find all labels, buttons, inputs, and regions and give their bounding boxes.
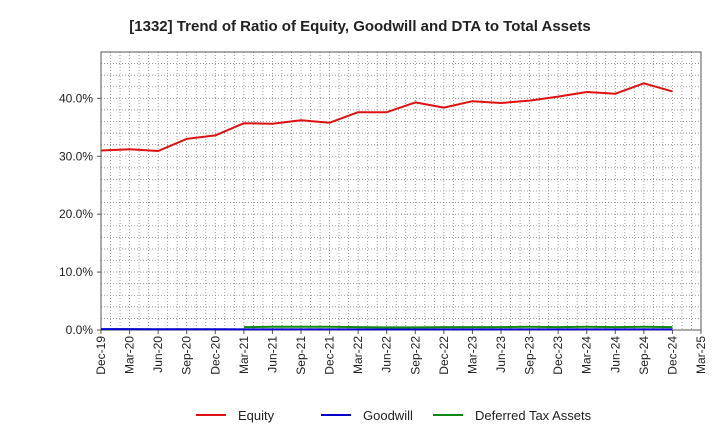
grid	[101, 52, 701, 330]
x-tick-label: Sep-22	[408, 336, 422, 375]
x-tick-label: Mar-22	[351, 336, 365, 374]
x-tick-label: Dec-23	[551, 336, 565, 375]
x-tick-label: Jun-24	[608, 336, 622, 373]
chart-title: [1332] Trend of Ratio of Equity, Goodwil…	[129, 18, 590, 35]
x-tick-label: Dec-19	[94, 336, 108, 375]
y-tick-label: 40.0%	[59, 91, 93, 105]
y-tick-label: 0.0%	[66, 323, 94, 337]
x-tick-label: Sep-24	[637, 336, 651, 375]
x-tick-label: Sep-20	[180, 336, 194, 375]
series-line-deferred-tax-assets	[243, 325, 673, 329]
legend-label: Equity	[238, 408, 275, 423]
legend-label: Goodwill	[363, 408, 413, 423]
x-tick-label: Mar-20	[123, 336, 137, 374]
x-tick-label: Mar-21	[237, 336, 251, 374]
y-axis: 0.0% 10.0% 20.0% 30.0% 40.0%	[59, 91, 101, 337]
x-tick-label: Dec-22	[437, 336, 451, 375]
series-line-equity	[100, 82, 673, 152]
x-tick-label: Mar-23	[465, 336, 479, 374]
y-tick-label: 10.0%	[59, 265, 93, 279]
legend: Equity Goodwill Deferred Tax Assets	[196, 408, 592, 423]
x-tick-label: Dec-24	[665, 336, 679, 375]
x-tick-label: Jun-23	[494, 336, 508, 373]
x-tick-label: Mar-24	[580, 336, 594, 374]
y-tick-label: 20.0%	[59, 207, 93, 221]
x-tick-label: Dec-20	[208, 336, 222, 375]
x-tick-label: Dec-21	[323, 336, 337, 375]
x-tick-label: Jun-22	[380, 336, 394, 373]
x-tick-label: Jun-20	[151, 336, 165, 373]
x-tick-label: Jun-21	[265, 336, 279, 373]
x-tick-label: Sep-21	[294, 336, 308, 375]
legend-label: Deferred Tax Assets	[475, 408, 592, 423]
x-axis: Dec-19 Mar-20 Jun-20 Sep-20 Dec-20 Mar-21 Jun-…	[94, 330, 708, 375]
y-tick-label: 30.0%	[59, 149, 93, 163]
series-lines	[100, 82, 673, 331]
x-tick-label: Mar-25	[694, 336, 708, 374]
x-tick-label: Sep-23	[523, 336, 537, 375]
